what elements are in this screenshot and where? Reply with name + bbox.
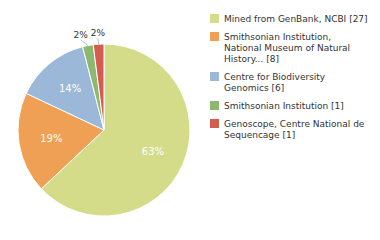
legend-label: Centre for BiodiversityGenomics [6] (224, 72, 326, 93)
legend-swatch (210, 14, 219, 23)
legend-label: Genoscope, Centre National deSequencage … (224, 119, 365, 140)
legend-swatch (210, 119, 219, 128)
legend: Mined from GenBank, NCBI [27] Smithsonian… (210, 14, 368, 140)
slice-labels: 63% 19% 14% 2%2% (40, 28, 164, 156)
slice-label: 2% (73, 30, 88, 40)
pie-slice (83, 45, 104, 130)
pie (18, 44, 190, 216)
pie-slice (93, 44, 104, 130)
legend-label: Mined from GenBank, NCBI [27] (224, 14, 368, 24)
leader-line (97, 38, 99, 44)
legend-item: Genoscope, Centre National deSequencage … (210, 119, 365, 140)
slice-label: 19% (40, 133, 62, 144)
legend-label: Smithsonian Institution,National Museum … (224, 32, 350, 64)
legend-swatch (210, 32, 219, 41)
legend-item: Smithsonian Institution,National Museum … (210, 32, 350, 64)
legend-item: Centre for BiodiversityGenomics [6] (210, 72, 326, 93)
legend-item: Mined from GenBank, NCBI [27] (210, 14, 368, 24)
chart: 63% 19% 14% 2%2% Mined from GenBank, NCBI [2… (0, 0, 380, 240)
leader-line (81, 40, 88, 46)
legend-swatch (210, 101, 219, 110)
slice-label: 14% (59, 83, 81, 94)
legend-label: Smithsonian Institution [1] (224, 101, 344, 111)
slice-label: 63% (142, 146, 164, 157)
slice-label: 2% (91, 28, 106, 38)
legend-swatch (210, 72, 219, 81)
legend-item: Smithsonian Institution [1] (210, 101, 344, 111)
